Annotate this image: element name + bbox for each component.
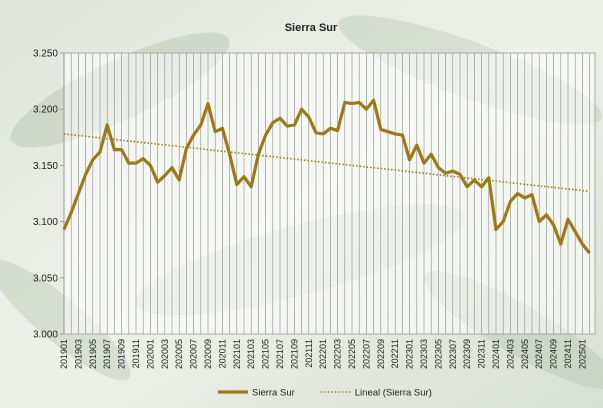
x-tick-label: 202001: [145, 339, 155, 369]
x-tick-label: 202305: [433, 339, 443, 369]
x-tick-label: 202411: [563, 339, 573, 368]
x-tick-label: 202205: [347, 339, 357, 369]
x-tick-label: 201907: [102, 339, 112, 369]
x-tick-label: 202407: [534, 339, 544, 369]
x-tick-label: 202009: [203, 339, 213, 369]
x-tick-label: 202105: [261, 339, 271, 369]
x-tick-label: 202005: [174, 339, 184, 369]
x-tick-label: 202309: [462, 339, 472, 369]
x-tick-label: 202203: [333, 339, 343, 369]
x-tick-label: 201901: [59, 339, 69, 369]
y-tick-label: 3.000: [33, 330, 58, 341]
x-tick-label: 202403: [505, 339, 515, 369]
trend-line: [63, 133, 590, 193]
x-tick-label: 202207: [361, 339, 371, 369]
x-tick-label: 202303: [419, 339, 429, 369]
x-tick-label: 202011: [217, 339, 227, 368]
x-tick-label: 202307: [448, 339, 458, 369]
data-line: [62, 98, 591, 255]
y-tick-label: 3.050: [33, 273, 58, 284]
x-tick-label: 202107: [275, 339, 285, 369]
x-tick-label: 202301: [405, 339, 415, 369]
y-tick-label: 3.250: [33, 49, 58, 60]
x-tick-label: 201909: [117, 339, 127, 369]
y-tick-label: 3.200: [33, 105, 58, 116]
y-tick-label: 3.100: [33, 217, 58, 228]
x-tick-label: 202401: [491, 339, 501, 369]
x-tick-label: 202501: [577, 339, 587, 369]
x-tick-label: 202101: [232, 339, 242, 369]
x-tick-label: 201911: [131, 339, 141, 368]
x-tick-label: 201905: [88, 339, 98, 369]
x-tick-label: 202111: [304, 339, 314, 368]
x-tick-label: 202211: [390, 339, 400, 368]
x-tick-label: 202007: [189, 339, 199, 369]
x-tick-label: 202311: [477, 339, 487, 368]
legend-label: Lineal (Sierra Sur): [355, 388, 432, 399]
x-tick-label: 202003: [160, 339, 170, 369]
plot-area: [63, 52, 596, 335]
y-tick-label: 3.150: [33, 161, 58, 172]
x-tick-label: 202209: [376, 339, 386, 369]
legend-label: Sierra Sur: [252, 388, 295, 399]
x-tick-label: 201903: [73, 339, 83, 369]
x-tick-label: 202405: [520, 339, 530, 369]
x-tick-label: 202201: [318, 339, 328, 369]
x-tick-label: 202409: [549, 339, 559, 369]
x-tick-label: 202109: [289, 339, 299, 369]
x-tick-label: 202103: [246, 339, 256, 369]
chart-title: Sierra Sur: [285, 22, 338, 34]
